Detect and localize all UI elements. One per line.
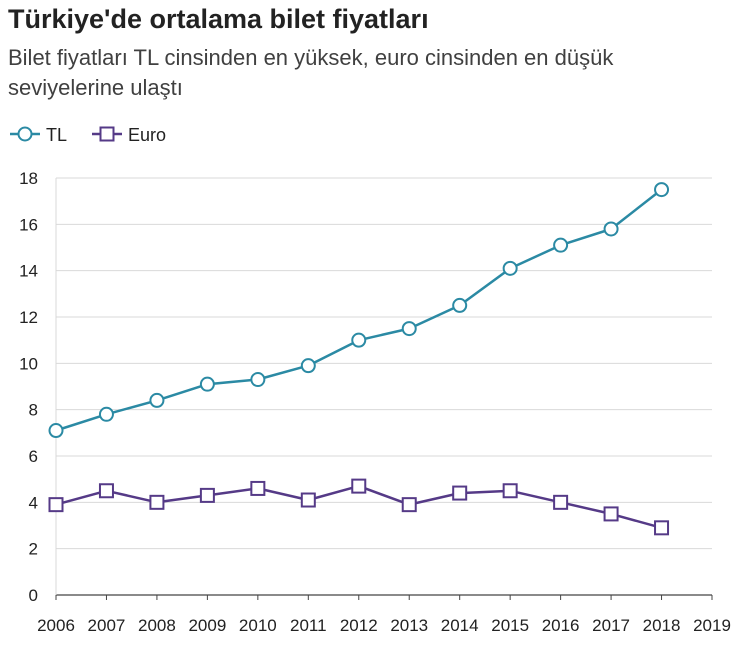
series-group xyxy=(48,182,670,536)
data-point-tl xyxy=(199,376,215,392)
series-line-tl xyxy=(55,188,663,432)
x-tick-label: 2013 xyxy=(390,616,428,635)
data-point-tl xyxy=(98,406,114,422)
legend-marker-circle xyxy=(17,126,33,142)
y-tick-label: 10 xyxy=(19,354,38,373)
x-tick-label: 2007 xyxy=(88,616,126,635)
x-tick-label: 2006 xyxy=(37,616,75,635)
x-tick-label: 2014 xyxy=(441,616,479,635)
y-tick-label: 8 xyxy=(29,401,38,420)
x-tick-label: 2009 xyxy=(188,616,226,635)
y-tick-label: 0 xyxy=(29,586,38,605)
data-point-tl xyxy=(553,237,569,253)
data-point-tl xyxy=(300,358,316,374)
data-point-euro xyxy=(401,497,417,513)
data-point-tl xyxy=(401,321,417,337)
y-tick-label: 16 xyxy=(19,215,38,234)
chart-title: Türkiye'de ortalama bilet fiyatları xyxy=(8,4,429,34)
grid-lines xyxy=(55,177,712,596)
chart-subtitle: Bilet fiyatları TL cinsinden en yüksek, … xyxy=(8,45,614,100)
data-point-euro xyxy=(199,487,215,503)
x-tick-label: 2017 xyxy=(592,616,630,635)
legend-item-tl: TL xyxy=(10,125,67,145)
data-point-tl xyxy=(603,221,619,237)
legend-marker-square xyxy=(99,126,115,142)
data-point-euro xyxy=(502,483,518,499)
y-tick-label: 4 xyxy=(29,493,38,512)
x-tick-label: 2010 xyxy=(239,616,277,635)
x-tick-label: 2019 xyxy=(693,616,731,635)
y-tick-label: 12 xyxy=(19,308,38,327)
x-tick-label: 2008 xyxy=(138,616,176,635)
data-point-euro xyxy=(351,478,367,494)
x-axis-ticks: 2006 2007 2008 2009 2010 2011 2012 2013 2014 2015… xyxy=(37,595,731,635)
x-tick-label: 2012 xyxy=(340,616,378,635)
x-tick-label: 2018 xyxy=(643,616,681,635)
series-tl xyxy=(48,182,670,439)
data-point-euro xyxy=(250,480,266,496)
legend-label: TL xyxy=(46,125,67,145)
data-point-tl xyxy=(250,372,266,388)
x-tick-label: 2015 xyxy=(491,616,529,635)
data-point-euro xyxy=(654,520,670,536)
y-axis-ticks: 0 2 4 6 8 10 12 14 16 18 xyxy=(19,169,38,605)
series-euro xyxy=(48,478,670,536)
data-point-euro xyxy=(553,494,569,510)
y-tick-label: 6 xyxy=(29,447,38,466)
data-point-euro xyxy=(452,485,468,501)
y-tick-label: 18 xyxy=(19,169,38,188)
y-tick-label: 2 xyxy=(29,540,38,559)
data-point-tl xyxy=(48,423,64,439)
data-point-euro xyxy=(98,483,114,499)
data-point-euro xyxy=(48,497,64,513)
data-point-tl xyxy=(502,260,518,276)
data-point-tl xyxy=(149,392,165,408)
legend: TL Euro xyxy=(10,125,166,145)
x-tick-label: 2011 xyxy=(290,616,327,635)
data-point-euro xyxy=(149,494,165,510)
data-point-tl xyxy=(654,182,670,198)
x-tick-label: 2016 xyxy=(542,616,580,635)
data-point-euro xyxy=(300,492,316,508)
data-point-tl xyxy=(452,297,468,313)
y-tick-label: 14 xyxy=(19,262,38,281)
data-point-euro xyxy=(603,506,619,522)
data-point-tl xyxy=(351,332,367,348)
legend-label: Euro xyxy=(128,125,166,145)
legend-item-euro: Euro xyxy=(92,125,166,145)
